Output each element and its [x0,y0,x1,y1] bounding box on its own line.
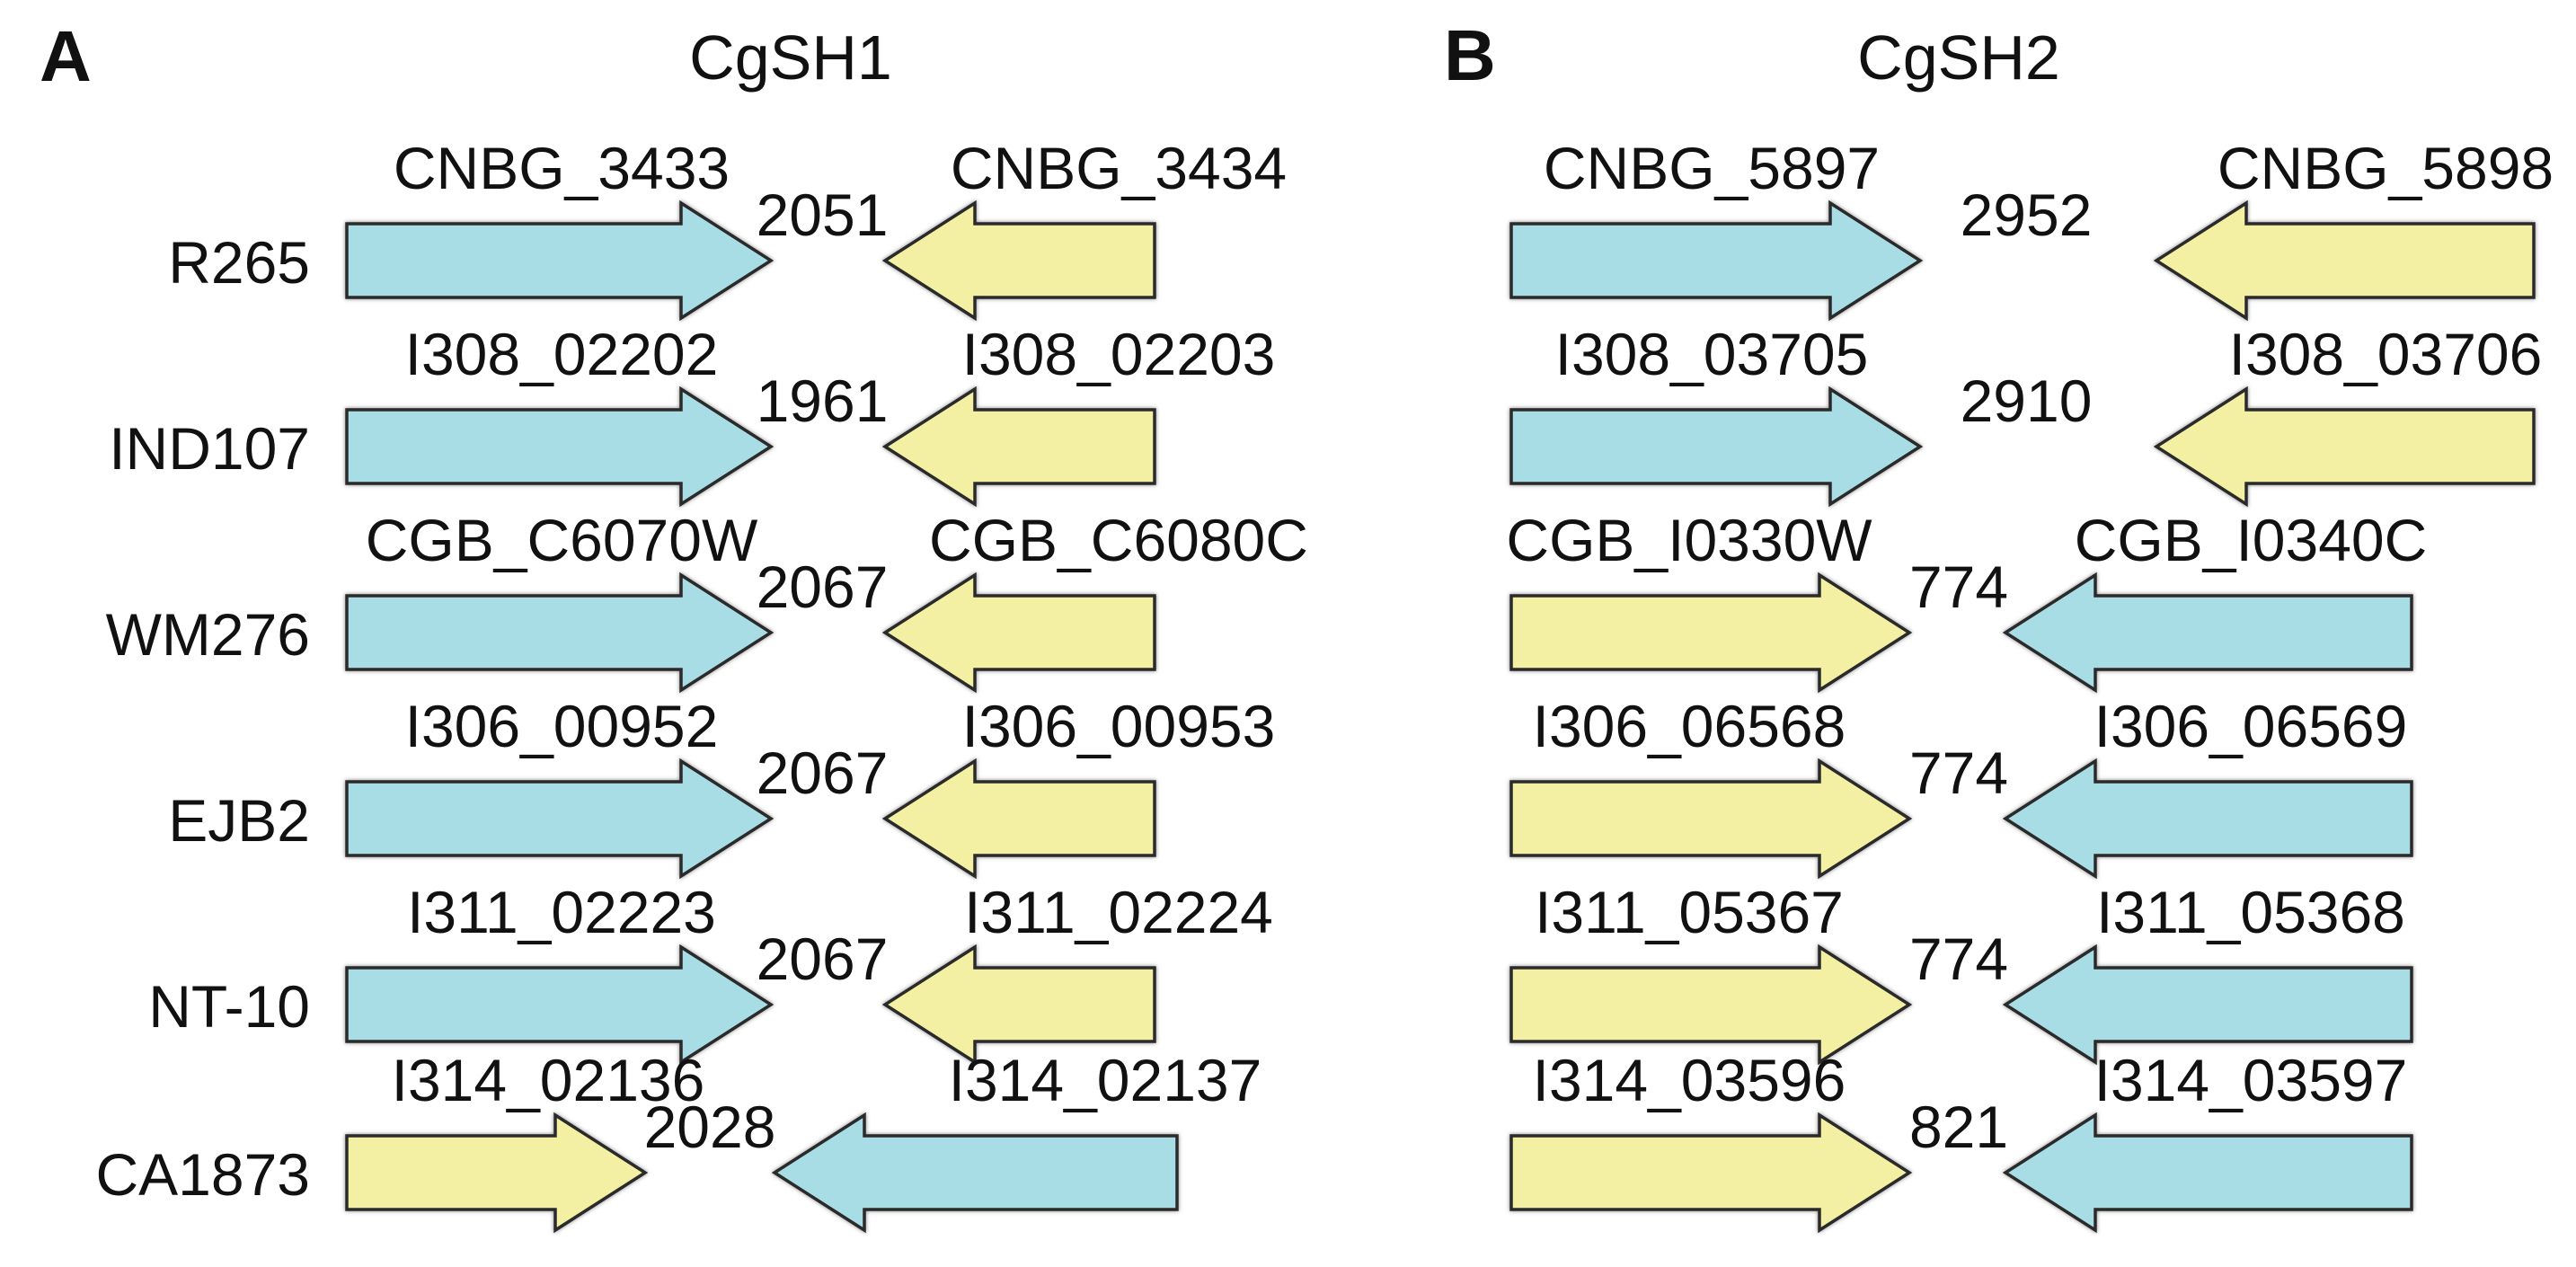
strain-label: EJB2 [168,787,310,854]
gene-arrow-right [881,199,1156,322]
gene-arrow-right [2002,944,2413,1066]
gene-label-right: I311_02224 [964,879,1273,945]
gene-label-left: I306_06568 [1533,693,1846,759]
panel-a-letter: A [40,16,92,96]
gene-label-right: CGB_C6080C [929,507,1308,573]
gene-arrow-left [345,758,775,880]
row-b-r265: CNBG_5897 2952 CNBG_5898 [1509,135,2554,322]
gene-arrow-left [345,385,775,508]
row-b-wm276: CGB_I0330W 774 CGB_I0340C [1506,507,2428,694]
gene-label-right: CNBG_5898 [2217,135,2554,201]
gene-label-right: I306_06569 [2094,693,2408,759]
row-b-ind107: I308_03705 2910 I308_03706 [1509,321,2543,508]
gene-label-right: I308_03706 [2229,321,2543,387]
gene-label-left: I308_03705 [1555,321,1869,387]
distance-label: 2067 [757,926,889,992]
gene-arrow-right [2002,1112,2413,1234]
gene-arrow-left [1509,758,1913,880]
gene-label-left: I311_02223 [407,879,716,945]
row-a-ejb2: EJB2 I306_00952 2067 I306_00953 [168,693,1276,880]
gene-arrow-left [345,571,775,694]
gene-label-left: I314_02136 [392,1047,705,1113]
row-b-nt10: I311_05367 774 I311_05368 [1509,879,2413,1066]
gene-label-right: I306_00953 [962,693,1276,759]
gene-arrow-left [345,1112,649,1234]
gene-label-left: CGB_C6070W [366,507,758,573]
gene-label-right: I311_05368 [2096,879,2405,945]
distance-label: 2051 [757,182,889,248]
row-a-ind107: IND107 I308_02202 1961 I308_02203 [109,321,1276,508]
gene-label-right: I314_02137 [949,1047,1262,1113]
distance-label: 2067 [757,740,889,806]
gene-arrow-left [345,199,775,322]
gene-arrow-right [2002,571,2413,694]
distance-label: 2910 [1961,368,2093,434]
gene-arrow-left [1509,571,1913,694]
distance-label: 1961 [757,368,889,434]
gene-arrow-right [881,571,1156,694]
gene-arrow-right [771,1112,1179,1234]
row-a-wm276: WM276 CGB_C6070W 2067 CGB_C6080C [106,507,1308,694]
gene-label-left: CNBG_5897 [1544,135,1880,201]
gene-arrow-right [2002,758,2413,880]
gene-arrow-right [2153,199,2536,322]
distance-label: 2067 [757,554,889,620]
row-b-ejb2: I306_06568 774 I306_06569 [1509,693,2413,880]
gene-arrow-left [1509,199,1924,322]
distance-label: 774 [1909,926,2008,992]
panel-b-title: CgSH2 [1857,22,2060,93]
row-a-r265: R265 CNBG_3433 2051 CNBG_3434 [168,135,1287,322]
gene-arrow-left [345,944,775,1066]
distance-label: 774 [1909,554,2008,620]
gene-label-left: CNBG_3433 [394,135,730,201]
gene-label-left: I314_03596 [1533,1047,1846,1113]
row-a-ca1873: CA1873 I314_02136 2028 I314_02137 [95,1047,1262,1234]
strain-label: WM276 [106,601,310,668]
strain-label: CA1873 [95,1141,310,1208]
gene-label-right: CNBG_3434 [951,135,1287,201]
distance-label: 2952 [1961,182,2093,248]
gene-label-left: I306_00952 [405,693,719,759]
panel-b-letter: B [1444,15,1496,95]
panel-a-title: CgSH1 [689,22,892,93]
gene-label-right: I308_02203 [962,321,1276,387]
gene-label-left: CGB_I0330W [1506,507,1872,573]
distance-label: 821 [1909,1094,2008,1160]
gene-label-right: I314_03597 [2094,1047,2408,1113]
gene-label-left: I308_02202 [405,321,719,387]
gene-arrow-right [881,758,1156,880]
gene-arrow-right [881,385,1156,508]
row-a-nt10: NT-10 I311_02223 2067 I311_02224 [148,879,1273,1066]
distance-label: 2028 [644,1094,776,1160]
gene-label-left: I311_05367 [1535,879,1844,945]
gene-label-right: CGB_I0340C [2075,507,2428,573]
gene-arrow-left [1509,1112,1913,1234]
gene-arrow-left [1509,385,1924,508]
strain-label: NT-10 [148,973,310,1040]
row-b-ca1873: I314_03596 821 I314_03597 [1509,1047,2413,1234]
gene-arrow-right [881,944,1156,1066]
strain-label: IND107 [109,415,310,482]
gene-arrow-right [2153,385,2536,508]
gene-arrow-left [1509,944,1913,1066]
strain-label: R265 [168,229,310,296]
distance-label: 774 [1909,740,2008,806]
